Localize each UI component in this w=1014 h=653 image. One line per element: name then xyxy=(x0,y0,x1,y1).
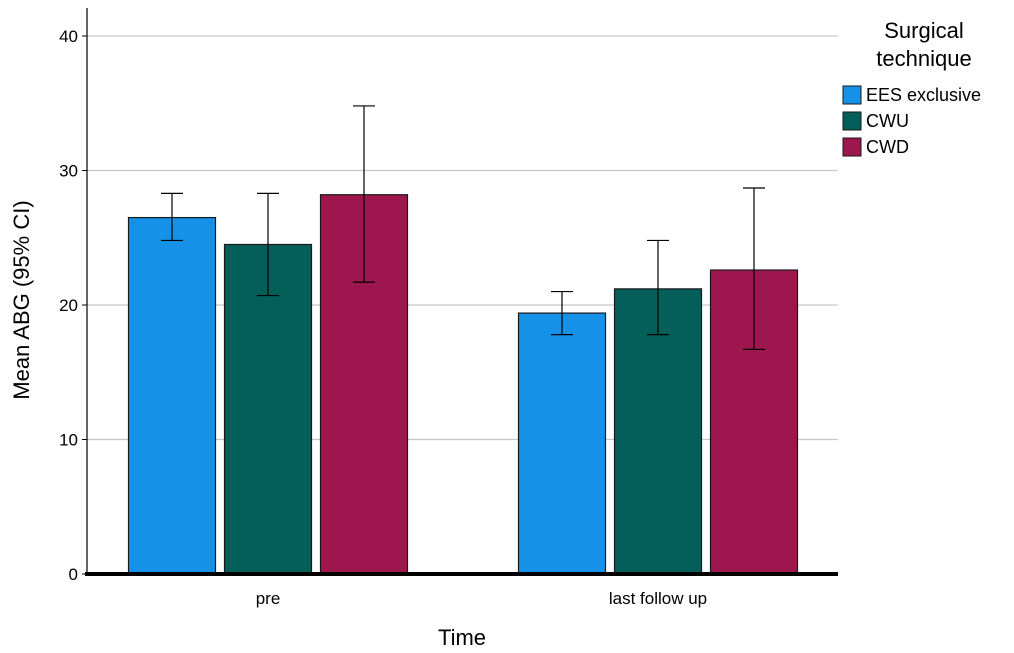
legend-swatch xyxy=(842,137,862,157)
y-tick-label: 10 xyxy=(59,431,78,450)
legend-label: CWD xyxy=(866,137,909,157)
y-tick-label: 30 xyxy=(59,162,78,181)
y-tick-label: 20 xyxy=(59,296,78,315)
x-axis-title: Time xyxy=(438,625,486,650)
legend-label: CWU xyxy=(866,111,909,131)
legend-label: EES exclusive xyxy=(866,85,981,105)
x-tick-label: pre xyxy=(256,589,281,608)
tick-labels: 0 10 20 30 40 pre last follow up xyxy=(59,27,707,608)
bar xyxy=(517,312,607,575)
legend-title-line-2: technique xyxy=(876,46,971,71)
y-axis-title: Mean ABG (95% CI) xyxy=(9,200,34,399)
bar xyxy=(127,216,217,575)
x-tick-label: last follow up xyxy=(609,589,707,608)
axes xyxy=(85,8,838,576)
y-tick-label: 40 xyxy=(59,27,78,46)
legend-swatch xyxy=(842,111,862,131)
legend: Surgical technique EES exclusive CWU CWD xyxy=(842,18,981,157)
y-tick-label: 0 xyxy=(69,565,78,584)
legend-title-line-1: Surgical xyxy=(884,18,963,43)
bars xyxy=(127,105,799,575)
legend-swatch xyxy=(842,85,862,105)
